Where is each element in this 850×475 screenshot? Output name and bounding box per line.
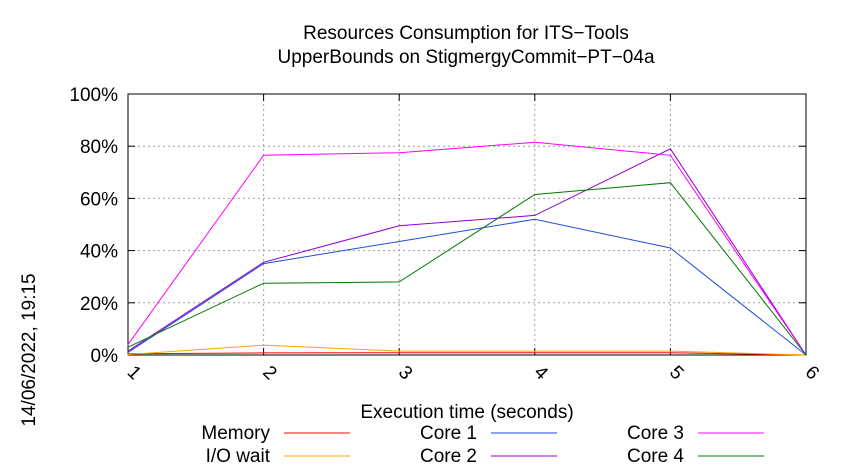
- legend-label-core-3: Core 3: [627, 423, 684, 444]
- x-tick-label: 5: [665, 362, 687, 384]
- data-point-i-o-wait: [263, 344, 265, 346]
- data-point-core-3: [263, 154, 265, 156]
- data-point-core-2: [534, 214, 536, 216]
- series-lines: [127, 141, 807, 356]
- chart-subtitle: UpperBounds on StigmergyCommit−PT−04a: [277, 47, 654, 68]
- series-line-memory: [127, 352, 807, 356]
- x-axis: 1 2 3 4 5 6: [123, 94, 823, 385]
- y-axis: 0% 20% 40% 60% 80% 100%: [69, 85, 806, 367]
- data-point-core-4: [263, 282, 265, 284]
- data-point-i-o-wait: [534, 350, 536, 352]
- series-line-core-1: [127, 218, 807, 356]
- data-point-core-4: [127, 346, 129, 348]
- data-point-i-o-wait: [669, 350, 672, 352]
- legend-label-core-2: Core 2: [420, 446, 477, 467]
- data-point-core-1: [263, 263, 265, 265]
- data-point-core-2: [398, 225, 400, 227]
- x-tick-label: 4: [530, 362, 553, 385]
- x-tick-label: 1: [123, 362, 145, 384]
- data-point-memory: [669, 352, 672, 354]
- data-point-core-2: [127, 350, 129, 352]
- series-line-core-2: [127, 148, 807, 356]
- data-point-core-4: [805, 354, 807, 356]
- data-point-core-3: [669, 154, 672, 156]
- data-point-core-1: [127, 351, 129, 353]
- plot-frame: [127, 93, 807, 356]
- y-tick-label: 40%: [80, 242, 118, 263]
- y-tick-label: 0%: [91, 346, 119, 367]
- grid: [128, 94, 806, 355]
- x-tick-label: 3: [394, 362, 416, 384]
- legend-label-core-4: Core 4: [627, 446, 684, 467]
- series-line-core-4: [127, 182, 807, 356]
- data-point-core-3: [534, 141, 536, 143]
- legend-label-memory: Memory: [201, 423, 270, 444]
- y-tick-label: 20%: [80, 294, 118, 315]
- data-point-core-1: [669, 247, 672, 249]
- data-point-memory: [398, 352, 400, 354]
- legend-label-i-o-wait: I/O wait: [206, 446, 271, 467]
- data-point-core-3: [398, 152, 400, 154]
- data-point-memory: [263, 352, 265, 354]
- y-tick-label: 80%: [80, 137, 118, 158]
- series-line-core-3: [127, 141, 807, 356]
- y-tick-label: 60%: [80, 189, 118, 210]
- y-tick-label: 100%: [69, 85, 118, 106]
- data-point-core-2: [263, 261, 265, 263]
- data-point-core-3: [127, 343, 129, 346]
- data-point-i-o-wait: [127, 353, 129, 356]
- x-tick-label: 2: [258, 362, 280, 384]
- data-point-core-4: [398, 281, 400, 283]
- data-point-core-1: [534, 218, 536, 220]
- x-tick-label: 6: [801, 362, 823, 384]
- data-point-i-o-wait: [398, 350, 400, 352]
- data-point-memory: [534, 352, 536, 354]
- data-point-core-4: [534, 193, 536, 196]
- data-point-core-4: [669, 182, 672, 184]
- legend-label-core-1: Core 1: [420, 423, 477, 444]
- timestamp-label: 14/06/2022, 19:15: [19, 273, 40, 426]
- data-point-core-1: [398, 240, 400, 243]
- data-point-core-2: [669, 148, 672, 150]
- chart-title: Resources Consumption for ITS−Tools: [303, 23, 629, 44]
- x-axis-label: Execution time (seconds): [360, 402, 573, 423]
- series-line-i-o-wait: [127, 344, 807, 356]
